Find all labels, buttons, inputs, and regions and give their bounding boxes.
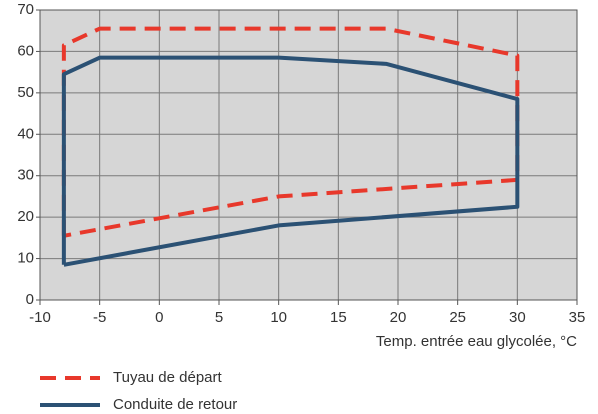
x-tick-label: 35: [569, 309, 586, 326]
y-tick-label: 10: [17, 250, 34, 267]
legend-label: Conduite de retour: [113, 396, 237, 413]
plot-frame: [39, 9, 578, 301]
y-tick-label: 30: [17, 167, 34, 184]
x-tick-label: 20: [390, 309, 407, 326]
plot-area: [40, 10, 577, 300]
x-tick-label: -5: [93, 309, 106, 326]
x-tick-label: 15: [330, 309, 347, 326]
y-tick-label: 20: [17, 208, 34, 225]
y-tick-label: 70: [17, 1, 34, 18]
series-line: [61, 55, 520, 267]
x-tick-label: -10: [29, 309, 51, 326]
x-tick-label: 0: [155, 309, 163, 326]
y-tick-label: 0: [26, 291, 34, 308]
y-tick-label: 40: [17, 125, 34, 142]
y-tick-label: 50: [17, 84, 34, 101]
y-tick-label: 60: [17, 42, 34, 59]
x-axis-label: Temp. entrée eau glycolée, °C: [376, 333, 577, 350]
x-tick-label: 30: [509, 309, 526, 326]
series-line: [61, 26, 520, 238]
x-tick-label: 10: [270, 309, 287, 326]
x-tick-label: 5: [215, 309, 223, 326]
legend-label: Tuyau de départ: [113, 369, 223, 386]
x-tick-label: 25: [449, 309, 466, 326]
